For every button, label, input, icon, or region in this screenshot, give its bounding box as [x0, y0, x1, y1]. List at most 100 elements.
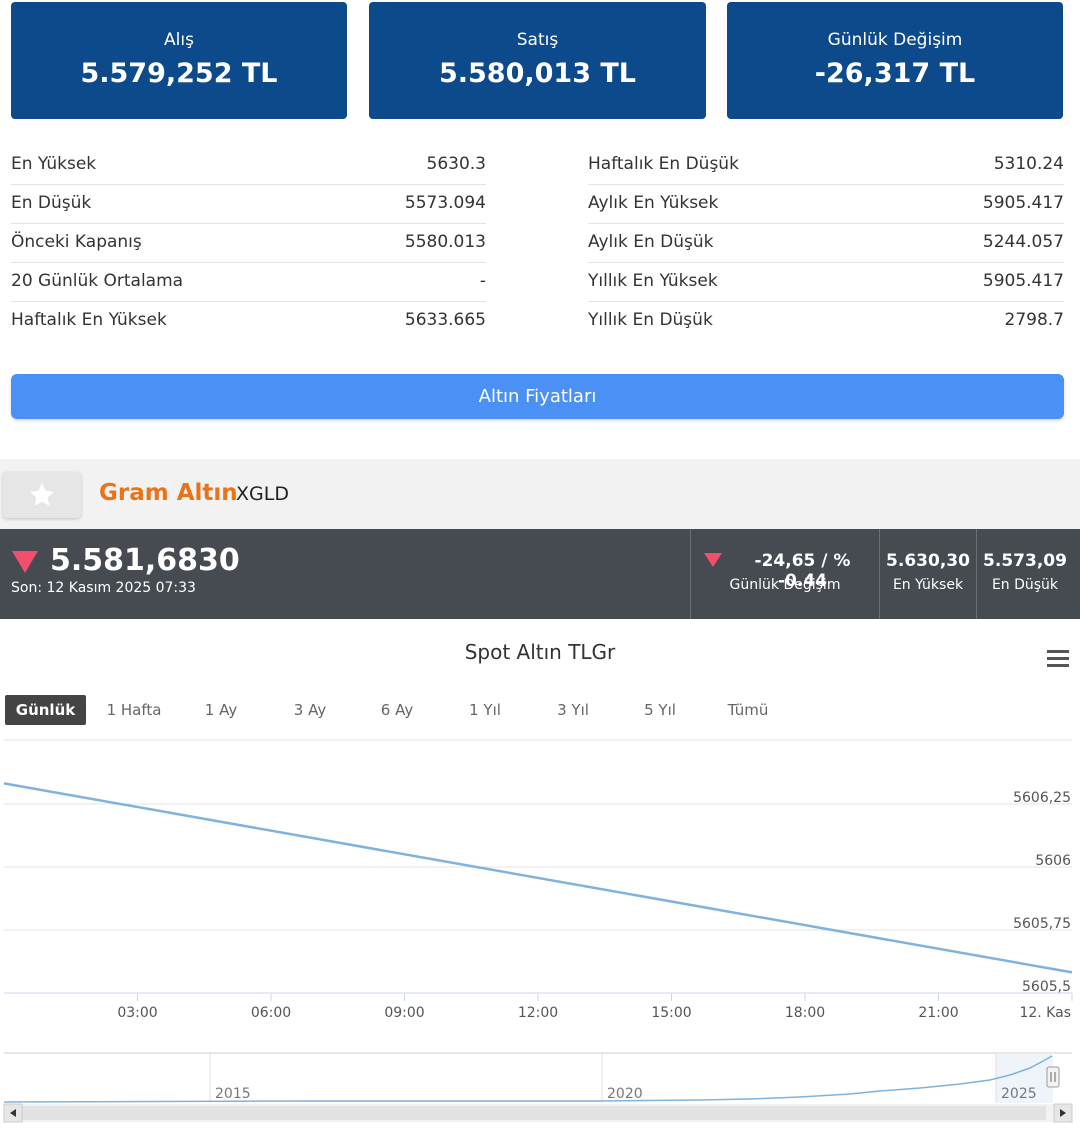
- range-button-1y[interactable]: 1 Yıl: [469, 701, 501, 719]
- sell-card: Satış 5.580,013 TL: [369, 2, 706, 119]
- y-tick-label: 5605,5: [1022, 979, 1071, 995]
- stat-row: Yıllık En Düşük 2798.7: [588, 302, 1064, 341]
- daily-change-label: Günlük Değişim: [827, 30, 963, 50]
- daily-change-card: Günlük Değişim -26,317 TL: [727, 2, 1063, 119]
- stat-row: Haftalık En Yüksek 5633.665: [11, 302, 486, 341]
- x-tick-label: 09:00: [384, 1005, 424, 1021]
- stat-label: Haftalık En Düşük: [588, 154, 739, 174]
- range-button-3m[interactable]: 3 Ay: [293, 701, 327, 719]
- buy-card: Alış 5.579,252 TL: [11, 2, 347, 119]
- daily-change-label: Günlük Değişim: [729, 577, 841, 593]
- last-update: Son: 12 Kasım 2025 07:33: [11, 580, 196, 596]
- divider: [879, 529, 880, 619]
- stat-label: Aylık En Düşük: [588, 232, 714, 252]
- stat-value: 5633.665: [404, 310, 486, 330]
- stat-row: Önceki Kapanış 5580.013: [11, 224, 486, 263]
- chevron-right-icon: [1060, 1109, 1066, 1117]
- stat-label: Yıllık En Düşük: [588, 310, 713, 330]
- stat-row: Haftalık En Düşük 5310.24: [588, 146, 1064, 185]
- stat-row: En Yüksek 5630.3: [11, 146, 486, 185]
- stat-value: 2798.7: [1004, 310, 1064, 330]
- stat-value: 5630.3: [426, 154, 486, 174]
- range-button-5y[interactable]: 5 Yıl: [644, 701, 676, 719]
- range-button-1m[interactable]: 1 Ay: [204, 701, 238, 719]
- high-label: En Yüksek: [892, 577, 964, 593]
- navigator-handle[interactable]: [1046, 1066, 1060, 1088]
- stat-value: 5573.094: [404, 193, 486, 213]
- current-price: 5.581,6830: [50, 543, 240, 578]
- stat-value: 5244.057: [982, 232, 1064, 252]
- instrument-name: Gram Altın: [99, 480, 238, 506]
- navigator-window: [996, 1053, 1053, 1103]
- hamburger-menu-icon[interactable]: [1047, 650, 1069, 668]
- range-button-all[interactable]: Tümü: [727, 701, 769, 719]
- sell-value: 5.580,013 TL: [438, 58, 637, 89]
- stat-value: 5310.24: [993, 154, 1064, 174]
- scrollbar-thumb[interactable]: [22, 1106, 1046, 1120]
- buy-label: Alış: [164, 30, 194, 50]
- stat-label: Yıllık En Yüksek: [588, 271, 718, 291]
- instrument-header: [0, 459, 1080, 529]
- range-button-1w[interactable]: 1 Hafta: [106, 701, 162, 719]
- x-tick-label: 21:00: [918, 1005, 958, 1021]
- stat-value: 5905.417: [982, 271, 1064, 291]
- navigator: 2015 2020 2025: [3, 1052, 1073, 1123]
- down-arrow-icon: [12, 551, 38, 573]
- chart-title: Spot Altın TLGr: [464, 640, 616, 664]
- x-axis-labels: 03:00 06:00 09:00 12:00 15:00 18:00 21:00 12. K…: [117, 1005, 1071, 1021]
- stat-row: Aylık En Yüksek 5905.417: [588, 185, 1064, 224]
- instrument-code: XGLD: [236, 483, 289, 505]
- scroll-left-button[interactable]: [3, 1103, 23, 1123]
- stat-label: En Yüksek: [11, 154, 97, 174]
- sell-label: Satış: [516, 30, 559, 50]
- x-tick-label: 15:00: [651, 1005, 691, 1021]
- chart-grid: [4, 739, 1073, 1001]
- x-tick-label: 18:00: [785, 1005, 825, 1021]
- stat-label: Haftalık En Yüksek: [11, 310, 167, 330]
- star-icon: [30, 483, 54, 506]
- divider: [976, 529, 977, 619]
- price-cards: Alış 5.579,252 TL Satış 5.580,013 TL Gün…: [0, 0, 1080, 120]
- low-value: 5.573,09: [983, 551, 1067, 571]
- y-axis-labels: 5606,25 5606 5605,75 5605,5: [1013, 790, 1071, 995]
- stat-value: -: [479, 271, 486, 291]
- range-button-3y[interactable]: 3 Yıl: [557, 701, 589, 719]
- series-line: [3, 782, 1073, 974]
- stat-row: Aylık En Düşük 5244.057: [588, 224, 1064, 263]
- daily-change-value: -26,317 TL: [814, 58, 976, 89]
- stat-row: 20 Günlük Ortalama -: [11, 263, 486, 302]
- navigator-series: [3, 1055, 1053, 1103]
- stat-row: Yıllık En Yüksek 5905.417: [588, 263, 1064, 302]
- range-button-6m[interactable]: 6 Ay: [380, 701, 414, 719]
- scroll-right-button[interactable]: [1053, 1103, 1073, 1123]
- stat-value: 5580.013: [404, 232, 486, 252]
- y-tick-label: 5605,75: [1013, 916, 1071, 932]
- divider: [690, 529, 691, 619]
- stat-row: En Düşük 5573.094: [11, 185, 486, 224]
- quote-bar: 5.581,6830 Son: 12 Kasım 2025 07:33 -24,…: [0, 529, 1080, 619]
- buy-value: 5.579,252 TL: [80, 58, 278, 89]
- stat-label: Önceki Kapanış: [11, 232, 142, 252]
- chevron-left-icon: [10, 1109, 16, 1117]
- navigator-label: 2025: [1001, 1086, 1037, 1102]
- stat-label: 20 Günlük Ortalama: [11, 271, 184, 291]
- low-label: En Düşük: [991, 577, 1059, 593]
- range-button-daily[interactable]: Günlük: [5, 695, 86, 725]
- stat-label: Aylık En Yüksek: [588, 193, 719, 213]
- x-tick-label: 12. Kas: [1019, 1005, 1071, 1021]
- navigator-label: 2015: [215, 1086, 251, 1102]
- x-tick-label: 06:00: [251, 1005, 291, 1021]
- stat-value: 5905.417: [982, 193, 1064, 213]
- gold-prices-button[interactable]: Altın Fiyatları: [11, 374, 1064, 419]
- daily-change-value: -24,65 / % -0.44: [754, 551, 851, 591]
- favorite-button[interactable]: [3, 472, 81, 518]
- y-tick-label: 5606: [1035, 853, 1071, 869]
- y-tick-label: 5606,25: [1013, 790, 1071, 806]
- scrollbar-track[interactable]: [4, 1104, 1072, 1122]
- stat-label: En Düşük: [11, 193, 92, 213]
- x-tick-label: 12:00: [518, 1005, 558, 1021]
- down-arrow-icon: [704, 553, 722, 567]
- chart-series: [3, 782, 1073, 974]
- high-value: 5.630,30: [886, 551, 970, 571]
- x-tick-label: 03:00: [117, 1005, 157, 1021]
